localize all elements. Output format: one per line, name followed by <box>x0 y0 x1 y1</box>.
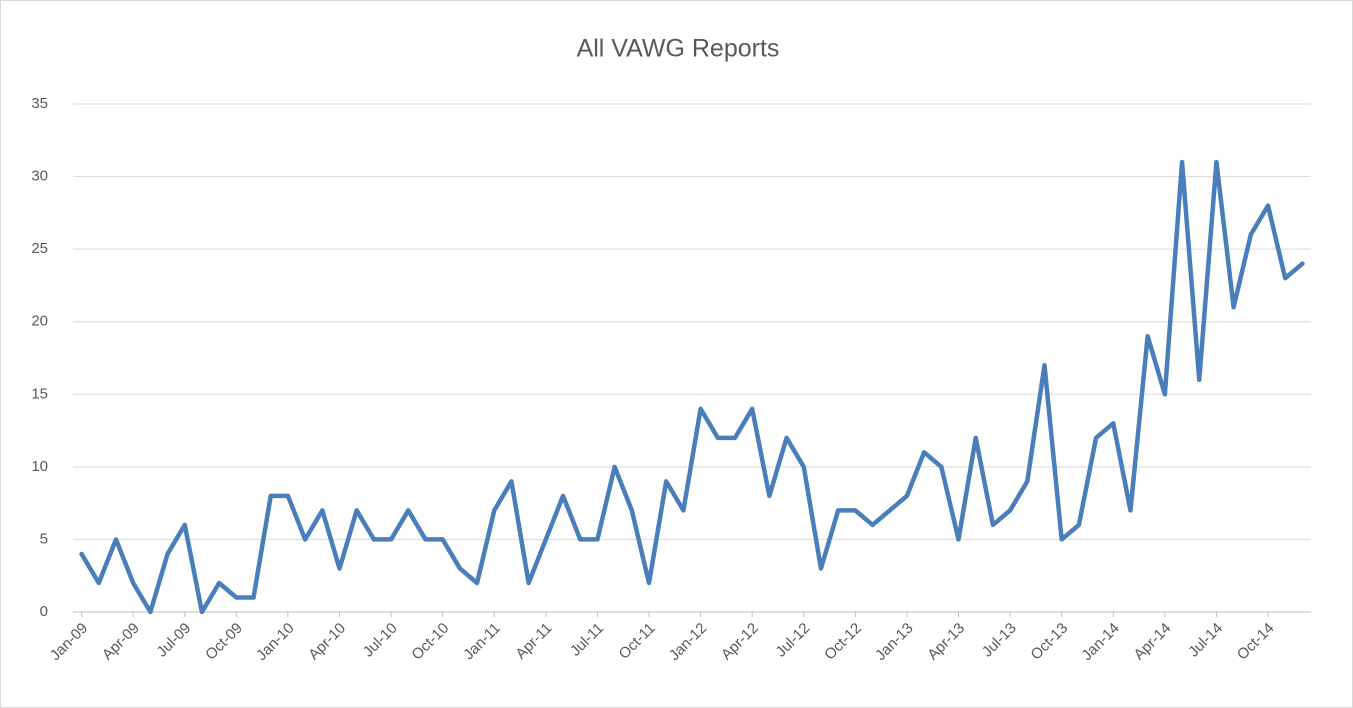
y-tick-label: 25 <box>31 240 48 257</box>
y-tick-label: 0 <box>40 603 48 620</box>
y-tick-label: 20 <box>31 313 48 330</box>
y-tick-label: 10 <box>31 458 48 475</box>
y-tick-label: 15 <box>31 385 48 402</box>
y-tick-label: 30 <box>31 168 48 185</box>
y-tick-label: 5 <box>40 530 48 547</box>
y-tick-label: 35 <box>31 95 48 112</box>
line <box>79 159 1305 615</box>
chart-title: All VAWG Reports <box>577 35 780 63</box>
